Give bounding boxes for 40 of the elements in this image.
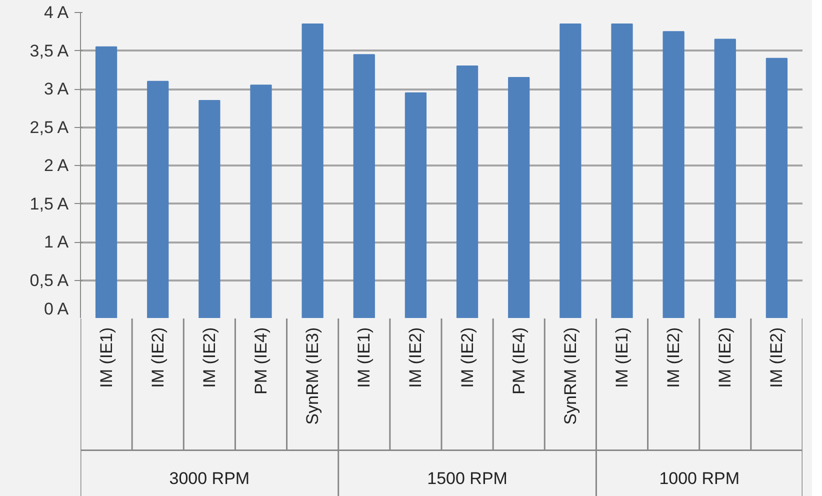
bar [147, 80, 169, 318]
bar [456, 66, 478, 318]
text: 1000 RPM [659, 469, 740, 488]
y-tick-label: 2,5 A [30, 118, 70, 137]
y-tick-label: 3,5 A [30, 41, 70, 60]
bar [766, 58, 788, 318]
y-tick-label: 0 A [44, 300, 70, 318]
y-tick-label: 2 A [44, 156, 70, 175]
x-tick-label: IM (IE2) [148, 327, 168, 388]
bar [95, 46, 118, 318]
bar [714, 38, 736, 318]
bar [250, 84, 272, 318]
x-tick-label: IM (IE2) [767, 327, 786, 388]
x-tick-label: IM (IE1) [612, 327, 632, 388]
bar [662, 31, 684, 318]
x-tick-label: IM (IE2) [664, 327, 684, 388]
x-tick-label: IM (IE2) [406, 327, 426, 388]
x-tick-label: IM (IE2) [200, 327, 219, 388]
bar [560, 23, 582, 318]
bar [302, 23, 324, 318]
y-tick-label: 0,5 A [30, 270, 70, 290]
y-tick-label: 3 A [44, 80, 70, 98]
x-tick-label: SynRM (IE2) [560, 327, 580, 425]
bar [404, 92, 427, 318]
bar [353, 54, 375, 318]
y-tick-label: 1 A [44, 232, 70, 252]
text: 3000 RPM [169, 469, 250, 488]
x-tick-label: SynRM (IE3) [303, 327, 322, 425]
bar [611, 23, 633, 318]
x-tick-label: IM (IE1) [354, 327, 374, 388]
bar [198, 100, 220, 318]
y-tick-label: 1,5 A [30, 194, 70, 214]
x-tick-label: IM (IE2) [716, 327, 735, 388]
bar [508, 77, 530, 318]
y-tick-label: 4 A [44, 3, 70, 22]
x-tick-label: IM (IE2) [458, 327, 477, 388]
text: 1500 RPM [427, 469, 508, 488]
x-tick-label: PM (IE4) [252, 327, 270, 394]
x-tick-label: PM (IE4) [509, 327, 528, 394]
x-tick-label: IM (IE1) [96, 327, 116, 388]
